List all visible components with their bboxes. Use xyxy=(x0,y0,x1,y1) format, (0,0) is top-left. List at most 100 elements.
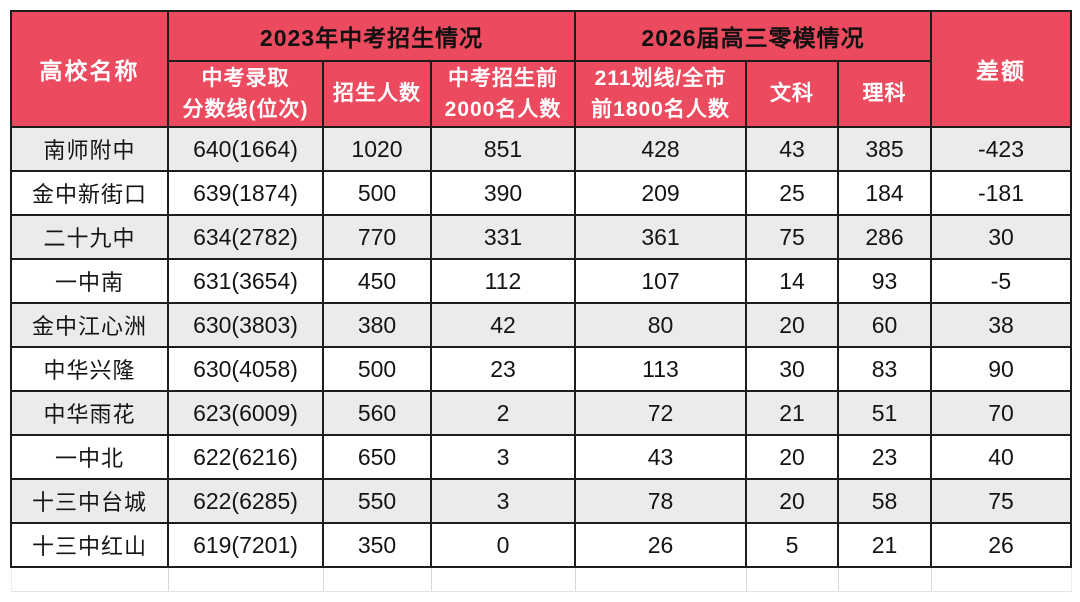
cell-school-name: 二十九中 xyxy=(10,214,169,260)
header-science: 理科 xyxy=(837,60,932,128)
cell-enrollment: 450 xyxy=(322,258,432,304)
table-row: 一中南 631(3654) 450 112 107 14 93 -5 xyxy=(10,258,1072,304)
cell-science: 60 xyxy=(837,302,932,348)
header-school-name: 高校名称 xyxy=(10,10,169,128)
cell-school-name: 中华兴隆 xyxy=(10,346,169,392)
cell-school-name: 金中新街口 xyxy=(10,170,169,216)
cell-difference: 38 xyxy=(930,302,1072,348)
cell-top2000: 3 xyxy=(430,434,576,480)
table-row: 十三中红山 619(7201) 350 0 26 5 21 26 xyxy=(10,522,1072,568)
header-row-subcolumns: 中考录取 分数线(位次) 招生人数 中考招生前 2000名人数 211划线/全市… xyxy=(11,60,1071,128)
cell-school-name: 一中南 xyxy=(10,258,169,304)
cell-211-line: 361 xyxy=(574,214,747,260)
cell-science: 93 xyxy=(837,258,932,304)
table-row: 中华雨花 623(6009) 560 2 72 21 51 70 xyxy=(10,390,1072,436)
cell-enrollment: 550 xyxy=(322,478,432,524)
header-liberal-arts: 文科 xyxy=(745,60,839,128)
cell-211-line: 80 xyxy=(574,302,747,348)
cell-enrollment: 1020 xyxy=(322,126,432,172)
cell-211-line: 113 xyxy=(574,346,747,392)
empty-cell xyxy=(930,566,1072,592)
cell-liberal-arts: 5 xyxy=(745,522,839,568)
cell-211-line: 43 xyxy=(574,434,747,480)
empty-cell xyxy=(167,566,324,592)
cell-difference: -423 xyxy=(930,126,1072,172)
cell-school-name: 十三中台城 xyxy=(10,478,169,524)
cell-difference: 75 xyxy=(930,478,1072,524)
cell-liberal-arts: 14 xyxy=(745,258,839,304)
cell-school-name: 金中江心洲 xyxy=(10,302,169,348)
cell-admission-score: 630(4058) xyxy=(167,346,324,392)
table-row: 中华兴隆 630(4058) 500 23 113 30 83 90 xyxy=(10,346,1072,392)
cell-difference: -5 xyxy=(930,258,1072,304)
table-row: 一中北 622(6216) 650 3 43 20 23 40 xyxy=(10,434,1072,480)
cell-liberal-arts: 30 xyxy=(745,346,839,392)
cell-top2000: 42 xyxy=(430,302,576,348)
cell-school-name: 十三中红山 xyxy=(10,522,169,568)
cell-211-line: 209 xyxy=(574,170,747,216)
table-row: 金中新街口 639(1874) 500 390 209 25 184 -181 xyxy=(10,170,1072,216)
cell-enrollment: 500 xyxy=(322,346,432,392)
empty-cell xyxy=(430,566,576,592)
cell-admission-score: 619(7201) xyxy=(167,522,324,568)
empty-cell xyxy=(10,566,169,592)
header-row-groups: 高校名称 2023年中考招生情况 2026届高三零模情况 差额 xyxy=(10,10,1072,128)
cell-difference: 70 xyxy=(930,390,1072,436)
empty-partial-row xyxy=(10,566,1072,592)
table-row: 金中江心洲 630(3803) 380 42 80 20 60 38 xyxy=(10,302,1072,348)
cell-admission-score: 622(6216) xyxy=(167,434,324,480)
cell-school-name: 中华雨花 xyxy=(10,390,169,436)
header-difference: 差额 xyxy=(930,10,1072,128)
cell-school-name: 南师附中 xyxy=(10,126,169,172)
cell-top2000: 112 xyxy=(430,258,576,304)
cell-enrollment: 650 xyxy=(322,434,432,480)
cell-admission-score: 623(6009) xyxy=(167,390,324,436)
empty-cell xyxy=(745,566,839,592)
table-row: 十三中台城 622(6285) 550 3 78 20 58 75 xyxy=(10,478,1072,524)
cell-liberal-arts: 21 xyxy=(745,390,839,436)
cell-liberal-arts: 20 xyxy=(745,434,839,480)
cell-top2000: 851 xyxy=(430,126,576,172)
cell-admission-score: 640(1664) xyxy=(167,126,324,172)
header-211-line-top1800: 211划线/全市 前1800名人数 xyxy=(574,60,747,128)
cell-science: 184 xyxy=(837,170,932,216)
table-row: 南师附中 640(1664) 1020 851 428 43 385 -423 xyxy=(10,126,1072,172)
admissions-table: 高校名称 2023年中考招生情况 2026届高三零模情况 差额 中考录取 分数线… xyxy=(10,10,1072,592)
cell-admission-score: 634(2782) xyxy=(167,214,324,260)
cell-science: 286 xyxy=(837,214,932,260)
cell-school-name: 一中北 xyxy=(10,434,169,480)
empty-cell xyxy=(574,566,747,592)
header-admission-score-rank: 中考录取 分数线(位次) xyxy=(167,60,324,128)
cell-science: 51 xyxy=(837,390,932,436)
cell-liberal-arts: 75 xyxy=(745,214,839,260)
cell-difference: 40 xyxy=(930,434,1072,480)
cell-enrollment: 500 xyxy=(322,170,432,216)
cell-difference: -181 xyxy=(930,170,1072,216)
cell-admission-score: 631(3654) xyxy=(167,258,324,304)
cell-admission-score: 622(6285) xyxy=(167,478,324,524)
header-group-2026-mock: 2026届高三零模情况 xyxy=(574,10,932,62)
cell-211-line: 26 xyxy=(574,522,747,568)
cell-211-line: 428 xyxy=(574,126,747,172)
cell-admission-score: 630(3803) xyxy=(167,302,324,348)
cell-211-line: 107 xyxy=(574,258,747,304)
cell-211-line: 78 xyxy=(574,478,747,524)
cell-top2000: 331 xyxy=(430,214,576,260)
empty-cell xyxy=(322,566,432,592)
cell-enrollment: 350 xyxy=(322,522,432,568)
cell-liberal-arts: 43 xyxy=(745,126,839,172)
cell-enrollment: 380 xyxy=(322,302,432,348)
cell-science: 58 xyxy=(837,478,932,524)
cell-top2000: 0 xyxy=(430,522,576,568)
cell-difference: 30 xyxy=(930,214,1072,260)
header-top2000-count: 中考招生前 2000名人数 xyxy=(430,60,576,128)
cell-science: 385 xyxy=(837,126,932,172)
cell-liberal-arts: 25 xyxy=(745,170,839,216)
cell-difference: 90 xyxy=(930,346,1072,392)
cell-science: 21 xyxy=(837,522,932,568)
cell-admission-score: 639(1874) xyxy=(167,170,324,216)
cell-enrollment: 560 xyxy=(322,390,432,436)
table-row: 二十九中 634(2782) 770 331 361 75 286 30 xyxy=(10,214,1072,260)
cell-science: 23 xyxy=(837,434,932,480)
